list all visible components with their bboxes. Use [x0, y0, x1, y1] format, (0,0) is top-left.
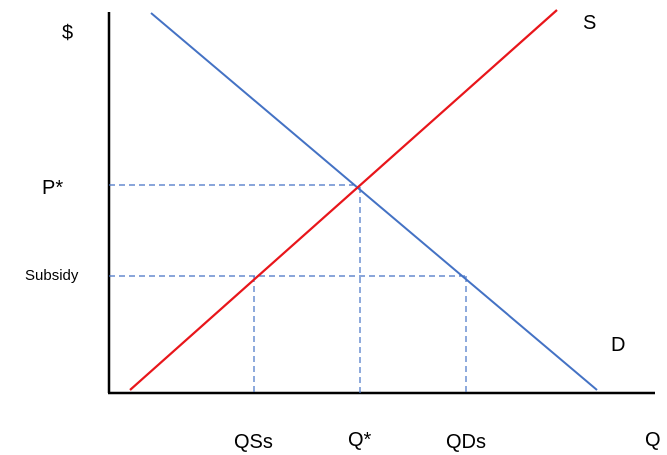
supply-label: S: [583, 12, 596, 34]
y-axis-label: $: [62, 22, 73, 44]
equilibrium-quantity-label: Q*: [348, 429, 372, 451]
x-axis-label: Q: [645, 429, 661, 451]
qds-label: QDs: [446, 431, 486, 453]
subsidy-price-label: Subsidy: [25, 267, 79, 284]
demand-label: D: [611, 334, 625, 356]
equilibrium-price-label: P*: [42, 177, 63, 199]
qss-label: QSs: [234, 431, 273, 453]
supply-curve: [129, 9, 558, 391]
demand-curve: [150, 12, 598, 391]
